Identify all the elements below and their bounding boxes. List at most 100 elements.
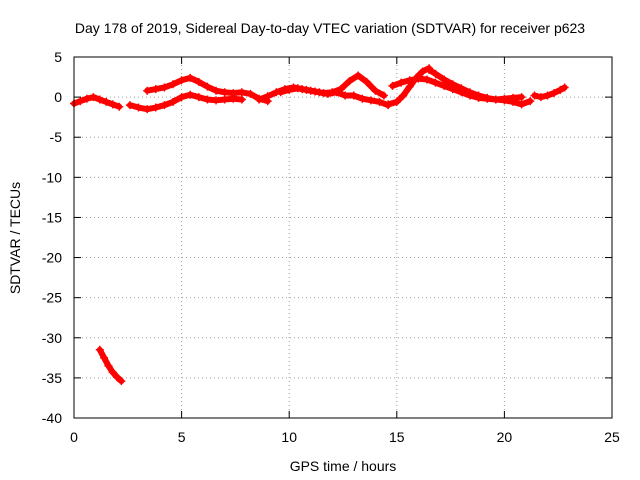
- data-point: [536, 93, 545, 102]
- data-point: [375, 97, 384, 106]
- data-point: [474, 91, 483, 100]
- y-tick-label: -25: [42, 290, 62, 306]
- data-point: [431, 69, 440, 78]
- data-point: [125, 101, 134, 110]
- data-point: [362, 77, 371, 86]
- data-point: [134, 103, 143, 112]
- data-point: [160, 101, 169, 110]
- data-point: [220, 88, 229, 97]
- data-point: [246, 89, 255, 98]
- data-point: [237, 88, 246, 97]
- data-point: [366, 96, 375, 105]
- y-tick-label: -5: [50, 129, 63, 145]
- grid: [74, 57, 612, 418]
- data-point: [160, 83, 169, 92]
- y-axis-label: SDTVAR / TECUs: [7, 182, 23, 294]
- data-point: [212, 86, 221, 95]
- data-point: [82, 94, 91, 103]
- x-axis-label: GPS time / hours: [290, 458, 397, 474]
- data-point: [500, 96, 509, 105]
- data-point: [108, 100, 117, 109]
- data-point: [388, 81, 397, 90]
- y-tick-label: 0: [54, 89, 62, 105]
- y-tick-label: -15: [42, 209, 62, 225]
- data-point: [143, 105, 152, 114]
- data-point: [358, 94, 367, 103]
- x-tick-label: 20: [497, 429, 513, 445]
- data-point: [102, 97, 111, 106]
- data-point: [530, 91, 539, 100]
- data-point: [113, 373, 122, 382]
- data-point: [76, 97, 85, 106]
- data-point: [491, 95, 500, 104]
- data-point: [203, 82, 212, 91]
- data-point: [399, 91, 408, 100]
- data-point: [440, 75, 449, 84]
- x-tick-label: 15: [389, 429, 405, 445]
- y-tick-label: -40: [42, 410, 62, 426]
- data-point: [186, 90, 195, 99]
- data-point: [392, 97, 401, 106]
- data-point: [457, 84, 466, 93]
- data-point: [100, 353, 109, 362]
- data-point: [328, 88, 337, 97]
- data-point: [168, 80, 177, 89]
- data-point: [517, 100, 526, 109]
- data-point: [509, 97, 518, 106]
- data-point: [177, 76, 186, 85]
- axis-ticks: 0 5 10 15 20 25 5 0 -5 -10 -15 -20 -25 -30 -35 -40: [42, 49, 620, 445]
- data-point: [397, 78, 406, 87]
- data-point: [405, 76, 414, 85]
- data-point: [418, 67, 427, 76]
- data-point: [220, 95, 229, 104]
- data-point: [384, 100, 393, 109]
- data-point: [526, 97, 535, 106]
- data-point: [425, 65, 434, 74]
- chart-title: Day 178 of 2019, Sidereal Day-to-day VTE…: [75, 20, 585, 36]
- data-point: [371, 86, 380, 95]
- data-point: [95, 345, 104, 354]
- data-point: [255, 95, 264, 104]
- data-point: [151, 103, 160, 112]
- x-tick-label: 25: [604, 429, 620, 445]
- x-tick-label: 5: [178, 429, 186, 445]
- data-point: [556, 85, 565, 94]
- data-point: [422, 75, 431, 84]
- data-point: [95, 95, 104, 104]
- y-tick-label: 5: [54, 49, 62, 65]
- data-point: [341, 91, 350, 100]
- data-point: [414, 74, 423, 83]
- data-point: [237, 95, 246, 104]
- data-point: [203, 95, 212, 104]
- x-tick-label: 10: [281, 429, 297, 445]
- data-point: [302, 85, 311, 94]
- data-point: [194, 93, 203, 102]
- data-point: [543, 91, 552, 100]
- y-tick-label: -20: [42, 250, 62, 266]
- data-point: [168, 97, 177, 106]
- data-point: [349, 91, 358, 100]
- data-point: [293, 84, 302, 93]
- data-point: [483, 93, 492, 102]
- data-point: [108, 368, 117, 377]
- data-point: [143, 86, 152, 95]
- data-point: [117, 377, 126, 386]
- data-point: [115, 102, 124, 111]
- data-point: [560, 83, 569, 92]
- data-point: [448, 80, 457, 89]
- x-tick-label: 0: [70, 429, 78, 445]
- data-point: [276, 88, 285, 97]
- y-tick-label: -10: [42, 169, 62, 185]
- data-point: [229, 89, 238, 98]
- data-point: [345, 77, 354, 86]
- data-point: [549, 89, 558, 98]
- data-point: [104, 361, 113, 370]
- data-point: [319, 89, 328, 98]
- plot-frame: [73, 56, 613, 419]
- data-point: [336, 85, 345, 94]
- data-point: [517, 93, 526, 102]
- data-point: [177, 93, 186, 102]
- data-point: [311, 87, 320, 96]
- data-point: [263, 92, 272, 101]
